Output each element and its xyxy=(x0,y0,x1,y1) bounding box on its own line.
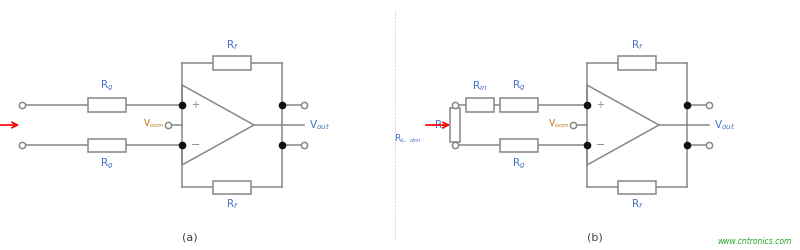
Bar xyxy=(618,180,656,194)
Text: −: − xyxy=(596,140,605,150)
Text: R$_g$: R$_g$ xyxy=(100,79,114,94)
Bar xyxy=(500,98,538,112)
Bar xyxy=(466,98,494,112)
Text: R$_f$: R$_f$ xyxy=(630,198,643,211)
Bar xyxy=(88,98,126,112)
Text: R$_t$: R$_t$ xyxy=(434,118,446,132)
Bar xyxy=(500,138,538,151)
Text: (a): (a) xyxy=(182,233,198,243)
Text: (b): (b) xyxy=(587,233,603,243)
Text: www.cntronics.com: www.cntronics.com xyxy=(718,237,792,246)
Text: R$_f$: R$_f$ xyxy=(226,39,238,52)
Bar xyxy=(450,108,460,142)
Text: R$_f$: R$_f$ xyxy=(630,39,643,52)
Text: V$_{ocm}$: V$_{ocm}$ xyxy=(142,118,164,130)
Text: V$_{ocm}$: V$_{ocm}$ xyxy=(548,118,569,130)
Bar xyxy=(213,180,251,194)
Text: R$_{in}$: R$_{in}$ xyxy=(472,80,488,94)
Bar xyxy=(618,56,656,70)
Text: −: − xyxy=(190,140,200,150)
Text: V$_{out}$: V$_{out}$ xyxy=(714,118,735,132)
Text: R$_f$: R$_f$ xyxy=(226,198,238,211)
Text: V$_{out}$: V$_{out}$ xyxy=(309,118,330,132)
Text: R$_g$: R$_g$ xyxy=(100,156,114,171)
Text: +: + xyxy=(190,100,198,110)
Text: +: + xyxy=(596,100,604,110)
Text: R$_g$: R$_g$ xyxy=(512,79,526,94)
Bar xyxy=(88,138,126,151)
Text: R$_{L,\ dm}$: R$_{L,\ dm}$ xyxy=(394,133,421,145)
Bar xyxy=(213,56,251,70)
Text: R$_g$: R$_g$ xyxy=(512,156,526,171)
